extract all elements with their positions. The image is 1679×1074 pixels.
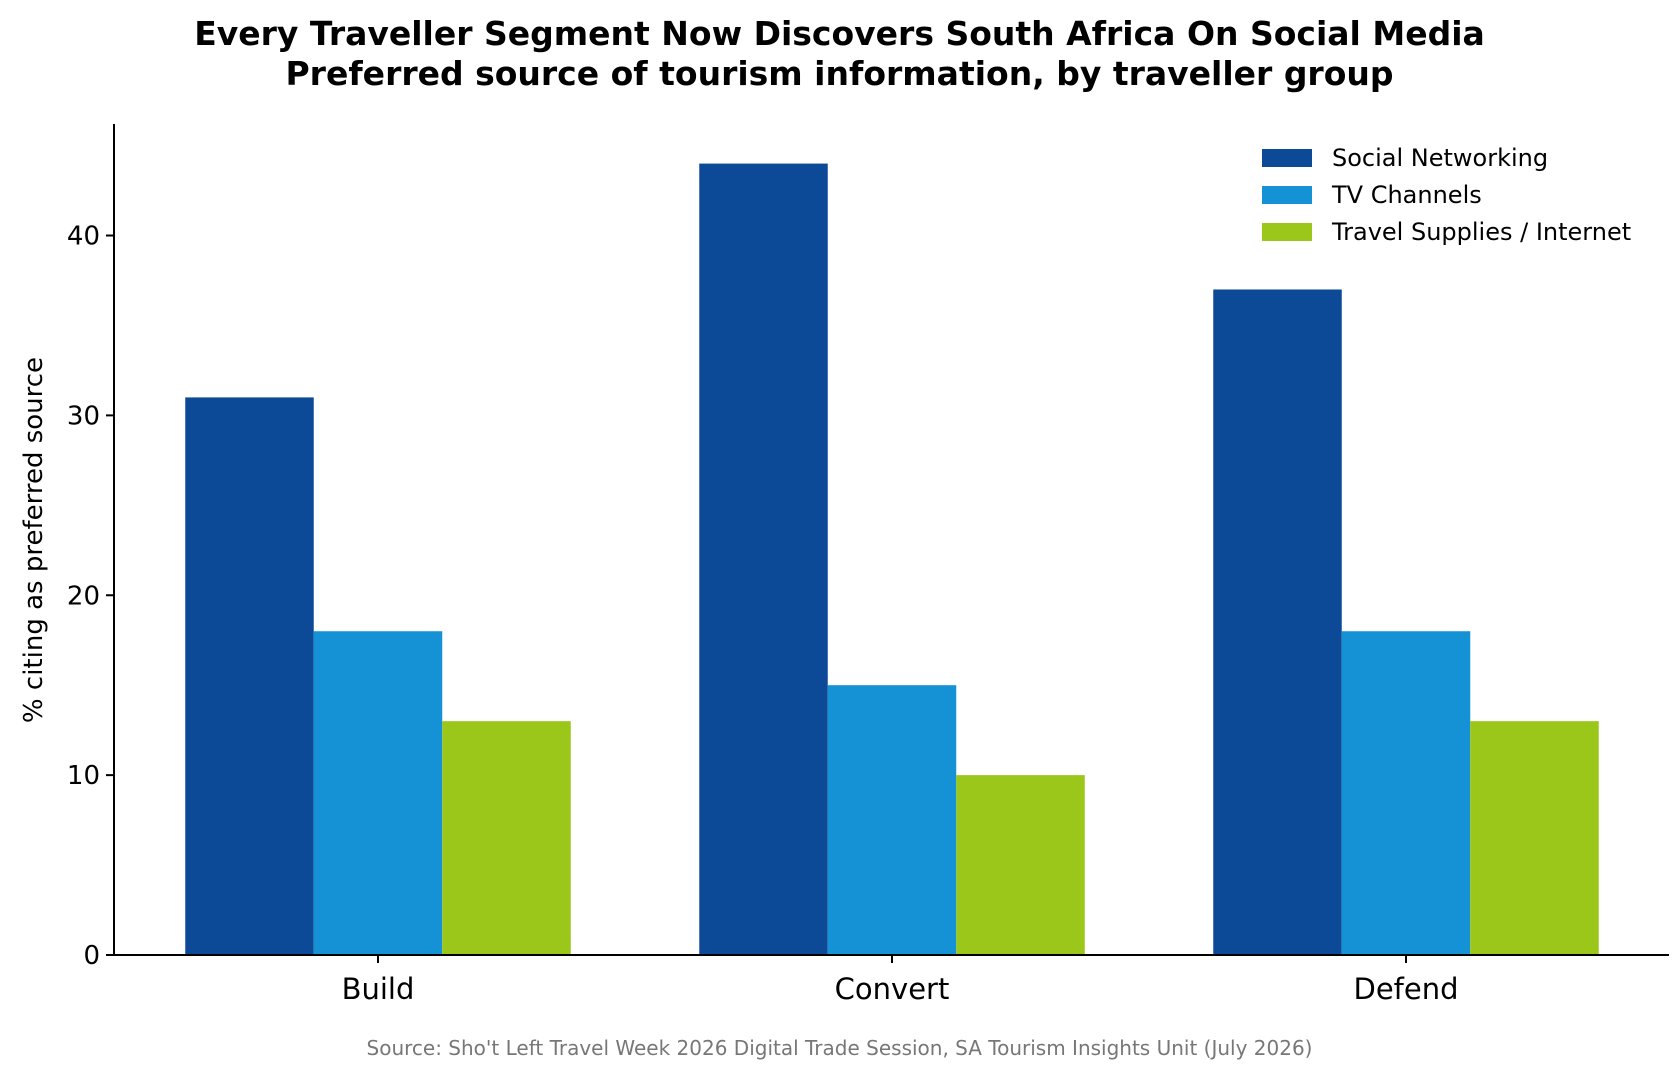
chart-subtitle: Preferred source of tourism information,…: [285, 54, 1394, 93]
bar-convert-social-networking: [699, 163, 828, 956]
legend-swatch: [1262, 186, 1312, 204]
bar-defend-travel-supplies-internet: [1470, 721, 1599, 955]
y-axis-label: % citing as preferred source: [19, 357, 49, 723]
legend-label: Travel Supplies / Internet: [1331, 218, 1631, 246]
legend-swatch: [1262, 149, 1312, 167]
source-note: Source: Sho't Left Travel Week 2026 Digi…: [366, 1036, 1313, 1060]
bar-defend-tv-channels: [1341, 631, 1471, 955]
y-tick-label: 40: [67, 222, 100, 252]
x-tick-label-build: Build: [342, 972, 415, 1006]
x-tick-label-defend: Defend: [1353, 972, 1458, 1006]
bar-build-social-networking: [185, 397, 314, 955]
legend-label: Social Networking: [1332, 144, 1548, 172]
bar-defend-social-networking: [1213, 289, 1342, 955]
legend-swatch: [1262, 223, 1312, 241]
y-tick-label: 30: [67, 401, 100, 431]
bar-build-travel-supplies-internet: [442, 721, 571, 955]
x-ticks-group: Build Convert Defend: [342, 955, 1459, 1006]
legend: Social Networking TV Channels Travel Suppl…: [1262, 144, 1631, 246]
y-tick-label: 20: [67, 581, 100, 611]
bar-convert-travel-supplies-internet: [956, 775, 1085, 955]
y-ticks-group: 0 10 20 30 40: [67, 222, 114, 971]
bar-convert-tv-channels: [827, 685, 957, 955]
bars-group: [185, 163, 1599, 956]
y-tick-label: 0: [83, 941, 100, 971]
y-tick-label: 10: [67, 761, 100, 791]
chart-title: Every Traveller Segment Now Discovers So…: [194, 14, 1485, 53]
legend-label: TV Channels: [1331, 181, 1482, 209]
x-tick-label-convert: Convert: [835, 972, 950, 1006]
bar-build-tv-channels: [313, 631, 443, 955]
